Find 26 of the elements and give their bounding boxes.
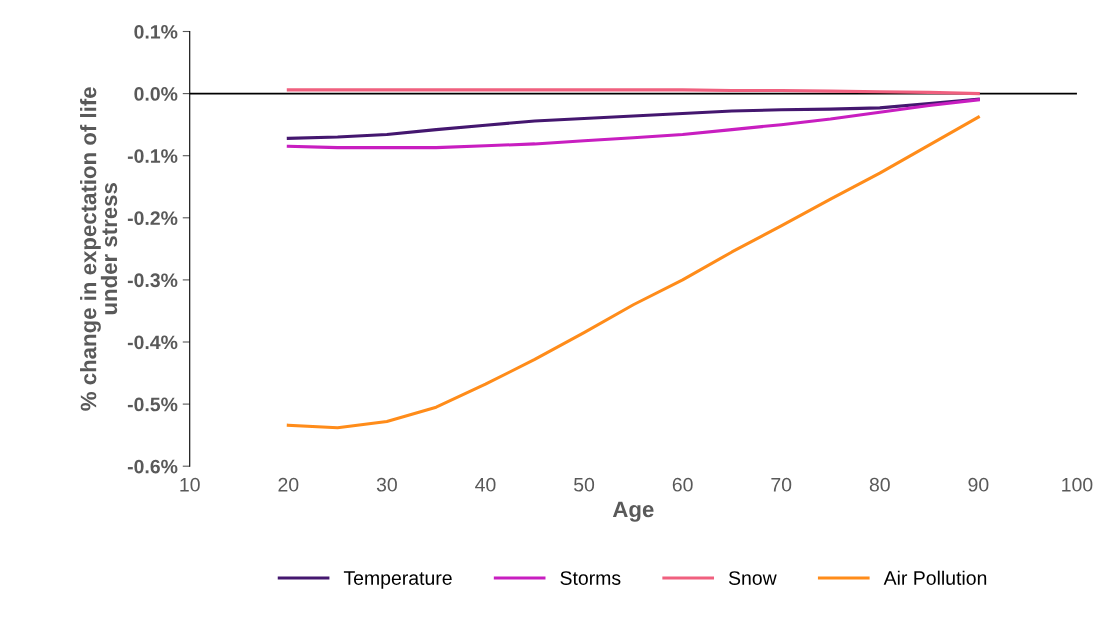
y-tick-label: -0.1% bbox=[127, 149, 178, 163]
y-tick-label: -0.5% bbox=[127, 397, 178, 412]
x-tick-label: 10 bbox=[180, 477, 200, 492]
x-tick-label: 80 bbox=[869, 477, 890, 492]
x-tick-label: 60 bbox=[672, 477, 693, 492]
x-tick-label: 70 bbox=[771, 477, 792, 492]
x-axis-title: Age bbox=[612, 501, 654, 522]
legend-label: Snow bbox=[728, 571, 777, 585]
legend-label: Temperature bbox=[343, 571, 452, 589]
line-series bbox=[286, 115, 980, 430]
x-tick-label: 90 bbox=[968, 477, 989, 492]
y-tick-label: 0.1% bbox=[134, 24, 178, 39]
x-tick-label: 30 bbox=[376, 477, 397, 492]
y-tick-label: -0.3% bbox=[127, 273, 178, 288]
y-axis-title: % change in expectation of life under stress bbox=[80, 87, 118, 411]
x-tick-label: 50 bbox=[574, 477, 595, 492]
legend-label: Storms bbox=[560, 571, 621, 585]
legend-label: Air Pollution bbox=[883, 570, 987, 585]
line-series bbox=[286, 98, 980, 150]
x-tick-label: 20 bbox=[278, 477, 299, 492]
y-tick-label: -0.4% bbox=[127, 335, 178, 350]
x-tick-label: 100 bbox=[1062, 477, 1093, 492]
y-tick-label: -0.6% bbox=[127, 459, 178, 474]
x-tick-label: 40 bbox=[475, 477, 496, 492]
y-tick-label: 0.0% bbox=[134, 87, 178, 101]
y-tick-label: -0.2% bbox=[127, 211, 178, 226]
